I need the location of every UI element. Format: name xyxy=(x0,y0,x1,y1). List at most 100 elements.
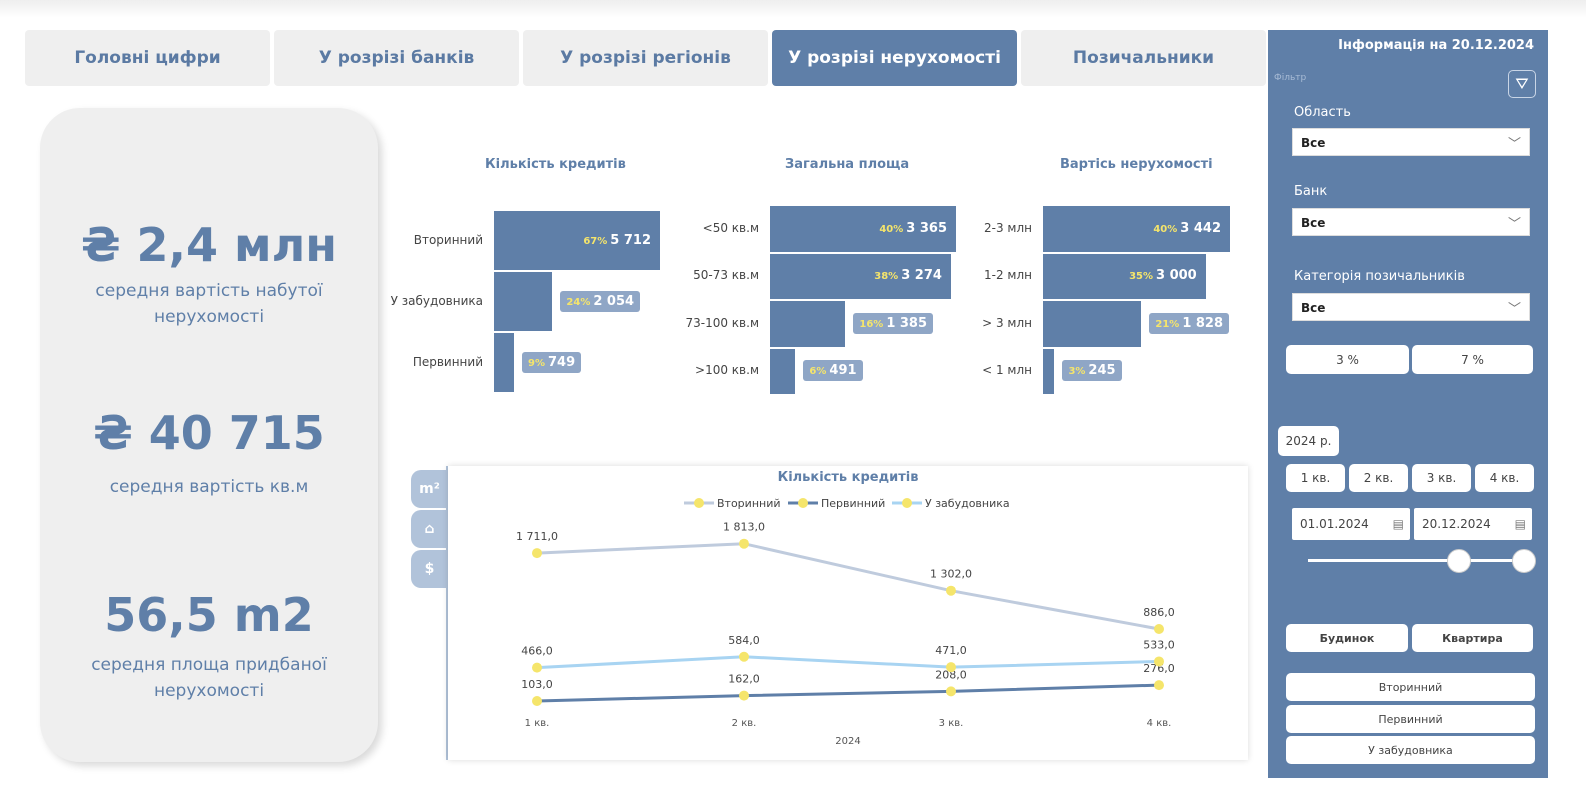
info-date: Інформація на 20.12.2024 xyxy=(1338,38,1534,53)
funnel-category-label: 1-2 млн xyxy=(984,268,1032,283)
legend-label[interactable]: Вторинний xyxy=(717,497,781,510)
funnel-category-label: > 3 млн xyxy=(982,315,1032,330)
category-dropdown[interactable]: Все ﹀ xyxy=(1292,293,1530,321)
region-dropdown[interactable]: Все ﹀ xyxy=(1292,128,1530,156)
date-slider-end-handle[interactable] xyxy=(1512,549,1536,573)
funnel-bar[interactable] xyxy=(493,332,516,393)
funnel-bar[interactable] xyxy=(769,252,952,300)
data-label: 533,0 xyxy=(1143,638,1175,651)
funnel-category-label: < 1 млн xyxy=(982,363,1032,378)
funnel-bar[interactable] xyxy=(769,205,957,253)
funnel-pct: 40% xyxy=(1153,223,1178,235)
market-primary-button[interactable]: Первинний xyxy=(1286,705,1535,733)
tab-4[interactable]: Позичальники xyxy=(1021,30,1266,86)
funnel-pct: 3% xyxy=(1068,366,1086,378)
market-secondary-button[interactable]: Вторинний xyxy=(1286,673,1535,701)
data-label: 471,0 xyxy=(935,644,967,657)
calendar-icon: ▤ xyxy=(1392,517,1404,531)
house-button[interactable]: Будинок xyxy=(1286,624,1408,652)
filter-label: Фільтр xyxy=(1274,73,1307,83)
date-slider-track[interactable] xyxy=(1308,559,1524,562)
data-point[interactable] xyxy=(739,651,749,662)
funnel-pct: 67% xyxy=(583,235,608,247)
kpi-avg-price: ₴ 2,4 млн xyxy=(80,218,338,272)
x-axis-label: 2024 xyxy=(835,736,860,747)
legend-marker xyxy=(798,498,808,508)
clear-filter-icon[interactable]: ⛛ xyxy=(1508,70,1536,98)
calendar-icon: ▤ xyxy=(1514,517,1526,531)
funnel-value-label: 38% 3 274 xyxy=(868,265,948,286)
funnel-bar[interactable] xyxy=(769,347,797,395)
data-point[interactable] xyxy=(1154,656,1164,667)
data-point[interactable] xyxy=(532,662,542,673)
quarter-button-2[interactable]: 2 кв. xyxy=(1349,464,1408,492)
funnel-value: 2 054 xyxy=(593,293,635,309)
funnel-bar[interactable] xyxy=(769,300,847,348)
tab-3[interactable]: У розрізі нерухомості xyxy=(772,30,1017,86)
funnel-bar[interactable] xyxy=(1042,347,1056,395)
funnel-value-label: 40% 3 442 xyxy=(1147,218,1227,239)
funnel-category-label: <50 кв.м xyxy=(702,220,759,235)
data-point[interactable] xyxy=(532,548,542,559)
funnel-value: 3 000 xyxy=(1156,268,1197,284)
filter-sidebar: Інформація на 20.12.2024 Фільтр ⛛ Област… xyxy=(1268,30,1548,778)
data-point[interactable] xyxy=(1154,623,1164,634)
data-label: 1 302,0 xyxy=(930,568,972,581)
funnel-bar[interactable] xyxy=(1042,252,1207,300)
legend-label[interactable]: У забудовника xyxy=(925,497,1010,510)
bank-dropdown[interactable]: Все ﹀ xyxy=(1292,208,1530,236)
price-tag-tab-icon[interactable]: $ xyxy=(411,550,448,588)
funnel-pct: 16% xyxy=(859,318,884,330)
data-point[interactable] xyxy=(739,690,749,701)
data-point[interactable] xyxy=(946,585,956,596)
quarter-button-3[interactable]: 3 кв. xyxy=(1412,464,1471,492)
year-button[interactable]: 2024 р. xyxy=(1278,426,1339,456)
data-label: 208,0 xyxy=(935,668,967,681)
chevron-down-icon: ﹀ xyxy=(1507,217,1521,232)
quarter-button-1[interactable]: 1 кв. xyxy=(1286,464,1345,492)
funnel-bar[interactable] xyxy=(1042,205,1231,253)
funnel-category-label: 50-73 кв.м xyxy=(693,268,759,283)
rate-max-input[interactable]: 7 % xyxy=(1412,345,1533,374)
funnel-value: 1 828 xyxy=(1182,315,1224,331)
legend-label[interactable]: Первинний xyxy=(821,497,885,510)
date-to-input[interactable]: 20.12.2024 ▤ xyxy=(1414,508,1532,540)
tab-2[interactable]: У розрізі регіонів xyxy=(523,30,768,86)
legend-marker xyxy=(694,498,704,508)
tab-1[interactable]: У розрізі банків xyxy=(274,30,519,86)
rate-min-input[interactable]: 3 % xyxy=(1286,345,1409,374)
data-label: 103,0 xyxy=(521,678,553,691)
funnel-value-label: 16% 1 385 xyxy=(853,312,934,334)
funnel-value-label: 6% 491 xyxy=(803,360,863,382)
funnel-pct: 38% xyxy=(874,271,899,283)
tab-0[interactable]: Головні цифри xyxy=(25,30,270,86)
date-slider-start-handle[interactable] xyxy=(1447,549,1472,573)
funnel-value: 3 274 xyxy=(901,268,942,284)
data-point[interactable] xyxy=(946,662,956,673)
kpi-card: ₴ 2,4 млн середня вартість набутої нерух… xyxy=(40,108,378,762)
line-chart-card: Кількість кредитів Вторинний 1 711,0 1 813,… xyxy=(448,466,1248,760)
funnel-category-label: 73-100 кв.м xyxy=(685,315,759,330)
funnel-value: 245 xyxy=(1088,363,1116,379)
house-tab-icon[interactable]: ⌂ xyxy=(411,510,448,548)
market-developer-button[interactable]: У забудовника xyxy=(1286,736,1535,764)
data-point[interactable] xyxy=(739,538,749,549)
data-point[interactable] xyxy=(532,696,542,707)
funnel-bar[interactable] xyxy=(493,271,554,332)
x-tick-label: 4 кв. xyxy=(1147,718,1172,729)
data-point[interactable] xyxy=(1154,680,1164,691)
funnel-value-label: 24% 2 054 xyxy=(560,290,641,312)
funnel-value: 3 442 xyxy=(1180,220,1221,236)
apartment-button[interactable]: Квартира xyxy=(1412,624,1533,652)
date-from-input[interactable]: 01.01.2024 ▤ xyxy=(1292,508,1410,540)
data-point[interactable] xyxy=(946,686,956,697)
category-label: Категорія позичальників xyxy=(1294,269,1465,284)
funnel-bar[interactable] xyxy=(493,210,661,271)
funnel-pct: 40% xyxy=(879,223,904,235)
funnel-bar[interactable] xyxy=(1042,300,1143,348)
funnel-value: 749 xyxy=(548,354,576,370)
data-label: 1 813,0 xyxy=(723,521,765,534)
funnel-pct: 9% xyxy=(528,357,545,369)
quarter-button-4[interactable]: 4 кв. xyxy=(1475,464,1534,492)
area-tab-icon[interactable]: m² xyxy=(411,470,448,508)
